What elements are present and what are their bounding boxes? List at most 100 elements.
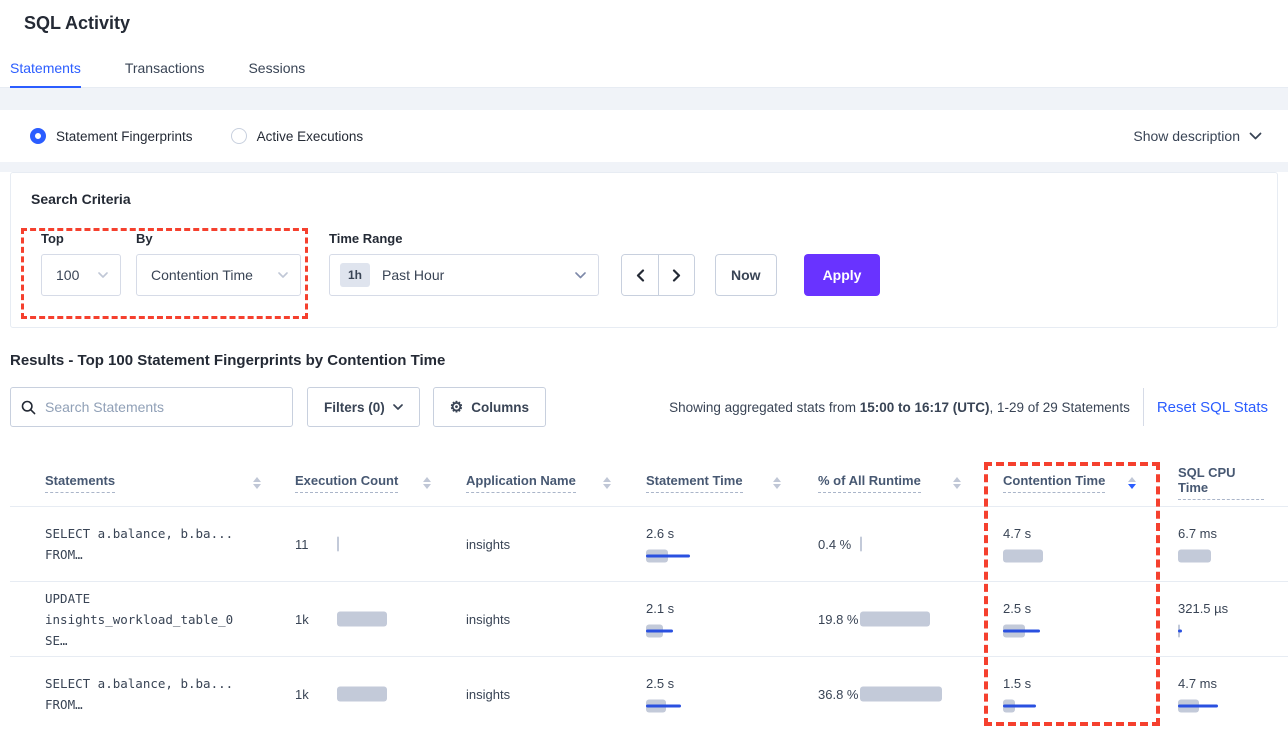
column-header-statement-time[interactable]: Statement Time — [646, 473, 743, 493]
statement-cell[interactable]: SELECT a.balance, b.ba... FROM… — [45, 526, 234, 562]
results-toolbar: Filters (0) ⚙ Columns Showing aggregated… — [10, 387, 1278, 427]
column-header-runtime-pct[interactable]: % of All Runtime — [818, 473, 921, 493]
results-heading: Results - Top 100 Statement Fingerprints… — [10, 352, 446, 369]
chevron-down-icon — [575, 271, 586, 279]
table-row[interactable]: UPDATE insights_workload_table_0 SE… 1k i… — [10, 581, 1288, 656]
statement-time-cell: 2.6 s — [635, 525, 805, 564]
by-select-value: Contention Time — [151, 267, 253, 283]
radio-label: Statement Fingerprints — [56, 128, 193, 144]
statement-cell[interactable]: UPDATE insights_workload_table_0 SE… — [45, 590, 234, 648]
reset-sql-stats-link[interactable]: Reset SQL Stats — [1156, 398, 1268, 416]
application-name-cell: insights — [466, 611, 511, 627]
show-description-toggle[interactable]: Show description — [1133, 128, 1262, 144]
by-label: By — [136, 231, 153, 246]
columns-button[interactable]: ⚙ Columns — [432, 387, 546, 427]
sql-cpu-time-cell: 6.7 ms — [1160, 525, 1288, 564]
runtime-pct-bar — [860, 686, 957, 702]
tab-statements[interactable]: Statements — [10, 60, 81, 88]
table-header-row: Statements Execution Count Application N… — [10, 459, 1288, 506]
statement-time-bar — [646, 549, 777, 564]
radio-label: Active Executions — [256, 128, 364, 144]
search-statements-box — [10, 387, 293, 427]
show-description-label: Show description — [1133, 128, 1240, 144]
contention-time-bar — [1003, 699, 1132, 714]
runtime-pct-cell: 19.8 % — [805, 611, 985, 628]
runtime-pct-bar — [860, 536, 957, 552]
sort-icon[interactable] — [603, 476, 611, 489]
sort-icon[interactable] — [423, 476, 431, 489]
top-select-value: 100 — [56, 267, 80, 283]
column-header-contention-time[interactable]: Contention Time — [1003, 473, 1106, 493]
time-range-value: Past Hour — [382, 267, 445, 283]
aggregated-stats-text: Showing aggregated stats from 15:00 to 1… — [669, 399, 1130, 415]
chevron-down-icon — [392, 404, 403, 410]
vertical-divider — [1142, 388, 1144, 426]
table-row[interactable]: SELECT a.balance, b.ba... FROM… 11 insigh… — [10, 506, 1288, 581]
sort-icon[interactable] — [1128, 476, 1136, 489]
sql-cpu-time-bar — [1178, 624, 1260, 639]
now-button[interactable]: Now — [715, 254, 777, 296]
contention-time-cell: 1.5 s — [985, 675, 1160, 714]
time-range-select[interactable]: 1h Past Hour — [329, 254, 599, 296]
execution-count-bar — [337, 686, 427, 702]
column-header-execution-count[interactable]: Execution Count — [295, 473, 399, 493]
time-range-pager — [621, 254, 695, 296]
next-range-button[interactable] — [658, 255, 694, 295]
contention-time-cell: 4.7 s — [985, 525, 1160, 564]
statement-time-bar — [646, 624, 777, 639]
view-mode-bar: Statement Fingerprints Active Executions… — [0, 110, 1288, 162]
search-statements-input[interactable] — [45, 399, 282, 415]
column-header-statements[interactable]: Statements — [45, 473, 116, 493]
gear-icon: ⚙ — [449, 398, 464, 416]
radio-active-executions[interactable]: Active Executions — [230, 128, 364, 144]
section-gap — [0, 162, 1288, 172]
radio-selected-icon — [30, 128, 46, 144]
application-name-cell: insights — [466, 536, 511, 552]
apply-button[interactable]: Apply — [803, 254, 881, 296]
runtime-pct-bar — [860, 611, 957, 627]
column-header-application-name[interactable]: Application Name — [466, 473, 576, 493]
stats-time-range: 15:00 to 16:17 (UTC) — [859, 399, 990, 415]
statements-table: Statements Execution Count Application N… — [10, 459, 1288, 731]
time-range-label: Time Range — [329, 231, 403, 246]
contention-time-bar — [1003, 549, 1132, 564]
chevron-down-icon — [98, 272, 108, 278]
sort-icon[interactable] — [773, 476, 781, 489]
statement-time-cell: 2.5 s — [635, 675, 805, 714]
execution-count-cell: 1k — [285, 686, 455, 702]
table-body: SELECT a.balance, b.ba... FROM… 11 insigh… — [10, 506, 1288, 731]
application-name-cell: insights — [466, 686, 511, 702]
top-select[interactable]: 100 — [41, 254, 121, 296]
columns-label: Columns — [471, 399, 529, 415]
top-label: Top — [41, 231, 64, 246]
time-range-badge: 1h — [340, 263, 371, 287]
by-select[interactable]: Contention Time — [136, 254, 301, 296]
chevron-down-icon — [278, 272, 288, 278]
execution-count-bar — [337, 611, 427, 627]
section-gap — [0, 88, 1288, 110]
sql-cpu-time-cell: 321.5 µs — [1160, 600, 1288, 639]
tab-transactions[interactable]: Transactions — [124, 60, 205, 76]
execution-count-cell: 1k — [285, 611, 455, 627]
contention-time-bar — [1003, 624, 1132, 639]
previous-range-button[interactable] — [622, 255, 658, 295]
sort-icon[interactable] — [953, 476, 961, 489]
column-header-sql-cpu-time[interactable]: SQL CPU Time — [1178, 465, 1264, 500]
filters-label: Filters (0) — [324, 399, 385, 415]
runtime-pct-cell: 0.4 % — [805, 536, 985, 553]
execution-count-cell: 11 — [285, 536, 455, 552]
page-title: SQL Activity — [24, 13, 131, 33]
search-icon — [21, 400, 36, 415]
execution-count-bar — [337, 536, 427, 552]
table-row[interactable]: SELECT a.balance, b.ba... FROM… 1k insigh… — [10, 656, 1288, 731]
statement-cell[interactable]: SELECT a.balance, b.ba... FROM… — [45, 676, 234, 712]
sort-icon[interactable] — [253, 476, 261, 489]
sql-cpu-time-cell: 4.7 ms — [1160, 675, 1288, 714]
radio-statement-fingerprints[interactable]: Statement Fingerprints — [30, 128, 193, 144]
chevron-left-icon — [636, 268, 645, 282]
tab-sessions[interactable]: Sessions — [248, 60, 306, 76]
runtime-pct-cell: 36.8 % — [805, 686, 985, 703]
page-header: SQL Activity — [0, 0, 1288, 34]
search-criteria-heading: Search Criteria — [31, 191, 131, 207]
filters-button[interactable]: Filters (0) — [307, 387, 420, 427]
